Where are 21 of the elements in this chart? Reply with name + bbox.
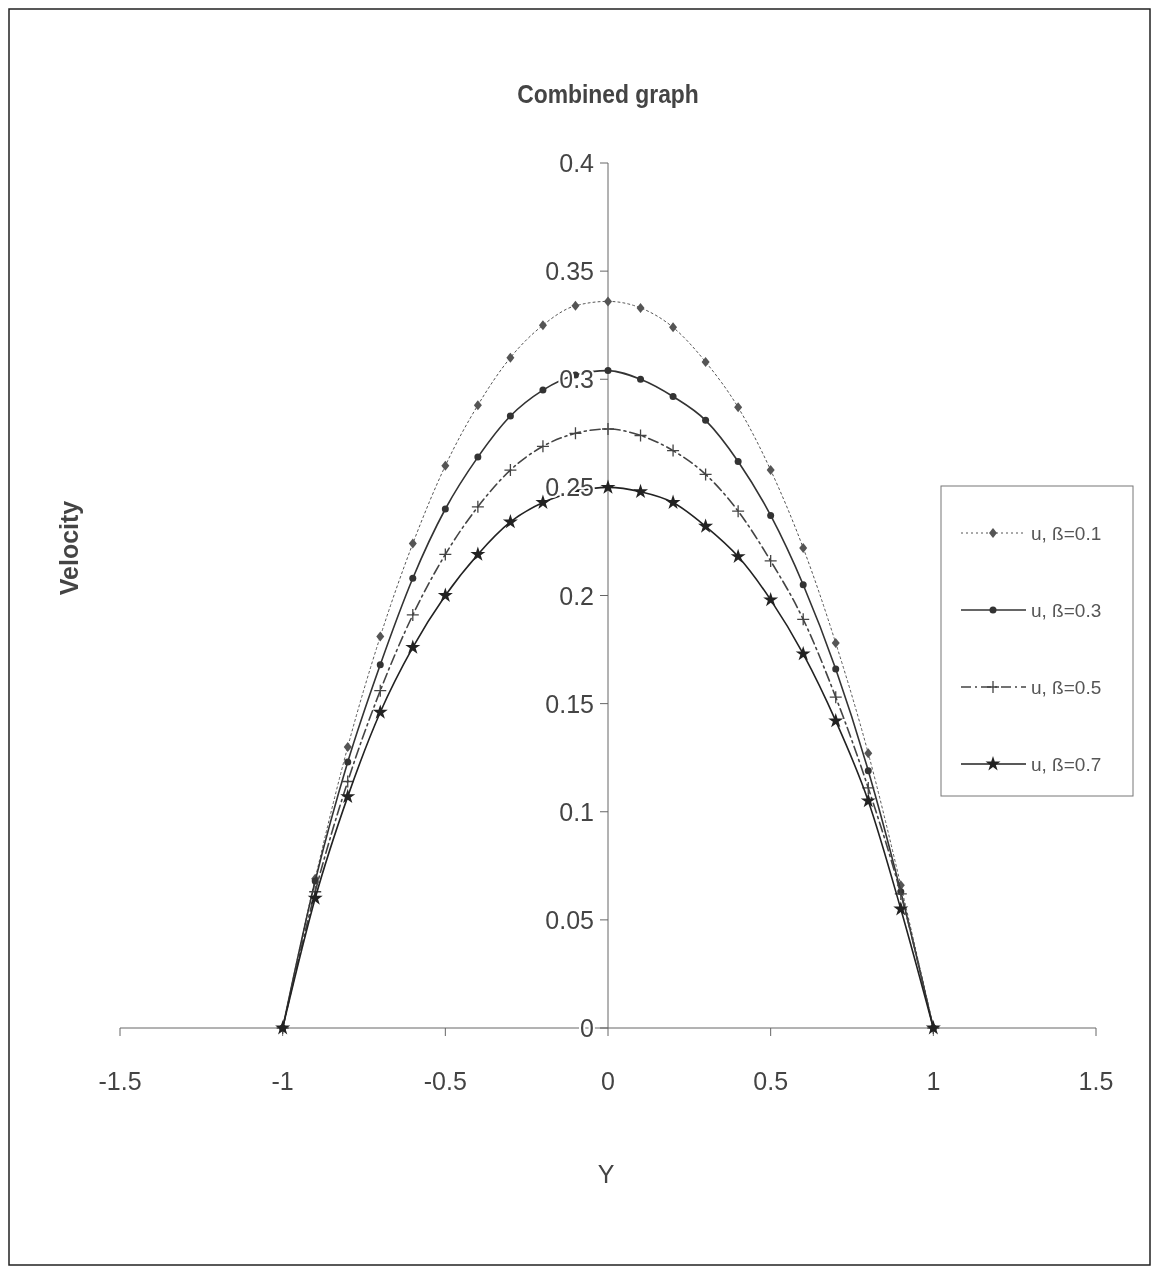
- x-tick-label: 0: [601, 1067, 615, 1095]
- y-tick-label: 0.2: [559, 581, 594, 610]
- x-axis-title: Y: [597, 1160, 615, 1188]
- legend-label: u, ß=0.3: [1031, 600, 1102, 621]
- y-tick-label: 0.1: [559, 797, 594, 826]
- x-tick-label: -1.5: [98, 1067, 142, 1095]
- x-tick-label: 0.5: [753, 1067, 789, 1095]
- x-tick-label: 1: [926, 1067, 941, 1095]
- legend-label: u, ß=0.1: [1031, 523, 1102, 544]
- x-tick-label: -1: [271, 1067, 294, 1095]
- y-tick-label: 0: [580, 1014, 594, 1042]
- y-tick-label: 0.05: [545, 905, 594, 934]
- y-axis-title: Velocity: [55, 500, 83, 596]
- legend-label: u, ß=0.7: [1031, 754, 1102, 775]
- legend-label: u, ß=0.5: [1031, 677, 1102, 698]
- x-tick-label: -0.5: [423, 1067, 467, 1095]
- y-tick-label: 0.4: [559, 149, 595, 177]
- y-tick-label: 0.35: [545, 257, 594, 286]
- x-tick-label: 1.5: [1078, 1067, 1114, 1095]
- chart-title: Combined graph: [517, 79, 699, 109]
- y-tick-label: 0.15: [545, 689, 594, 718]
